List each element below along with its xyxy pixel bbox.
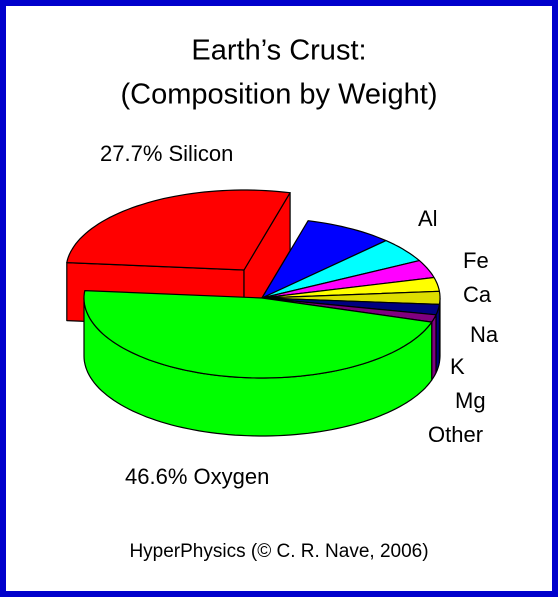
slice-label: Ca bbox=[463, 282, 492, 307]
slice bbox=[83, 290, 433, 437]
footer: HyperPhysics (© C. R. Nave, 2006) bbox=[129, 541, 428, 562]
slice-label: Fe bbox=[463, 248, 489, 273]
chart-title: Earth’s Crust: bbox=[191, 35, 366, 67]
slice-label: Al bbox=[418, 206, 438, 231]
slice-label: Na bbox=[470, 322, 499, 347]
slice-top bbox=[83, 290, 433, 379]
slice bbox=[261, 240, 420, 299]
pie bbox=[66, 189, 441, 437]
slice-top bbox=[261, 260, 435, 299]
slice bbox=[261, 220, 387, 299]
slice-label: Other bbox=[428, 422, 483, 447]
slice-top bbox=[66, 189, 291, 271]
chart-subtitle: (Composition by Weight) bbox=[121, 79, 438, 111]
slice-top bbox=[261, 220, 387, 299]
slice-label: K bbox=[450, 354, 465, 379]
slice bbox=[261, 260, 435, 299]
slice-label: 46.6% Oxygen bbox=[125, 464, 269, 489]
slice-label: Mg bbox=[455, 388, 486, 413]
slice-label: 27.7% Silicon bbox=[100, 141, 233, 166]
slice-side bbox=[431, 314, 437, 381]
slice-top bbox=[261, 240, 420, 299]
